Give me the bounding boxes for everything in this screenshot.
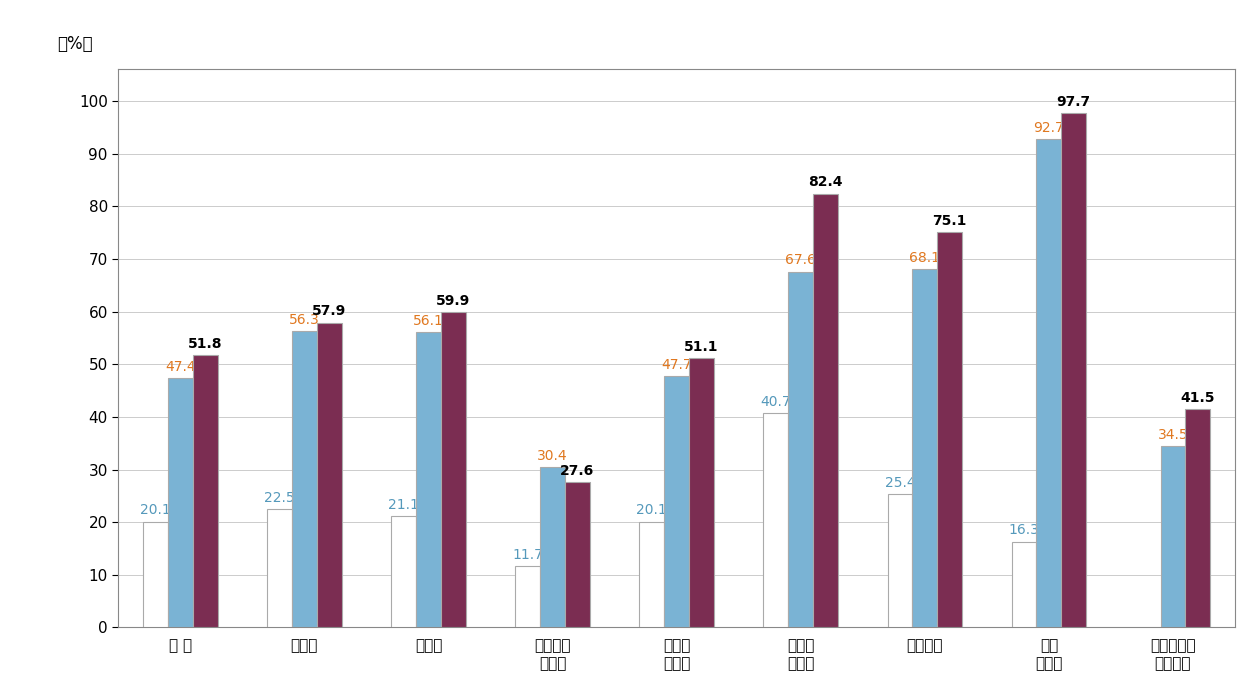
Bar bbox=[1185, 409, 1210, 628]
Text: 82.4: 82.4 bbox=[809, 176, 842, 189]
Bar bbox=[888, 494, 912, 628]
Bar bbox=[1036, 139, 1061, 628]
Text: 30.4: 30.4 bbox=[538, 449, 568, 463]
Bar bbox=[316, 322, 341, 628]
Bar bbox=[515, 566, 540, 628]
Bar bbox=[938, 232, 962, 628]
Text: 68.1: 68.1 bbox=[909, 251, 940, 265]
Text: 97.7: 97.7 bbox=[1056, 95, 1091, 109]
Text: 56.3: 56.3 bbox=[289, 313, 320, 327]
Text: （%）: （%） bbox=[56, 35, 92, 53]
Bar bbox=[814, 193, 838, 628]
Text: 92.7: 92.7 bbox=[1034, 121, 1064, 135]
Bar bbox=[416, 332, 441, 628]
Text: 27.6: 27.6 bbox=[560, 464, 595, 478]
Bar bbox=[664, 377, 689, 628]
Text: 20.1: 20.1 bbox=[140, 504, 171, 517]
Text: 21.1: 21.1 bbox=[389, 498, 419, 512]
Bar bbox=[789, 272, 814, 628]
Bar bbox=[540, 467, 565, 628]
Text: 40.7: 40.7 bbox=[760, 395, 791, 409]
Text: 75.1: 75.1 bbox=[932, 214, 966, 228]
Text: 41.5: 41.5 bbox=[1180, 391, 1215, 405]
Text: 56.1: 56.1 bbox=[412, 314, 444, 328]
Text: 16.3: 16.3 bbox=[1009, 523, 1040, 537]
Text: 47.7: 47.7 bbox=[661, 358, 692, 372]
Text: 11.7: 11.7 bbox=[512, 547, 544, 562]
Bar bbox=[292, 331, 316, 628]
Text: 57.9: 57.9 bbox=[312, 305, 346, 318]
Text: 51.1: 51.1 bbox=[684, 340, 719, 354]
Bar bbox=[168, 378, 192, 628]
Text: 47.4: 47.4 bbox=[165, 359, 196, 374]
Bar bbox=[689, 359, 714, 628]
Bar bbox=[441, 312, 466, 628]
Bar bbox=[640, 521, 664, 628]
Text: 25.4: 25.4 bbox=[885, 475, 915, 490]
Text: 51.8: 51.8 bbox=[188, 337, 222, 351]
Text: 22.5: 22.5 bbox=[264, 490, 295, 505]
Text: 59.9: 59.9 bbox=[436, 294, 470, 308]
Text: 67.6: 67.6 bbox=[785, 253, 816, 268]
Bar bbox=[268, 509, 292, 628]
Bar bbox=[565, 482, 590, 628]
Bar bbox=[1061, 113, 1086, 628]
Bar bbox=[142, 521, 168, 628]
Text: 34.5: 34.5 bbox=[1158, 427, 1189, 442]
Bar bbox=[912, 269, 938, 628]
Bar bbox=[1011, 542, 1036, 628]
Bar bbox=[1160, 446, 1185, 628]
Text: 20.1: 20.1 bbox=[636, 504, 668, 517]
Bar bbox=[764, 413, 789, 628]
Bar bbox=[192, 355, 218, 628]
Bar bbox=[391, 517, 416, 628]
